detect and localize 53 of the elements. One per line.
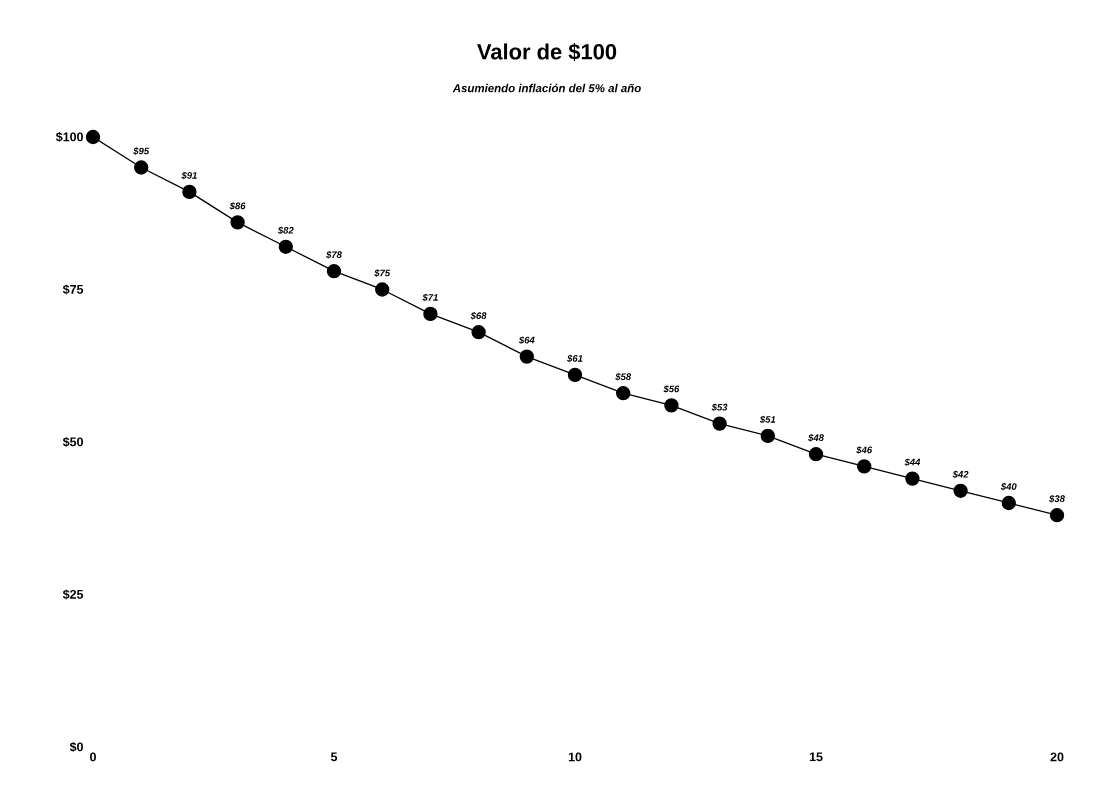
point xyxy=(423,306,438,322)
data-label: $86 xyxy=(229,202,246,210)
data-label: $95 xyxy=(133,147,150,155)
chart-subtitle: Asumiendo inflación del 5% al año xyxy=(452,83,641,93)
point xyxy=(182,184,197,200)
data-label: $91 xyxy=(181,171,197,180)
chart-title: Valor de $100 xyxy=(477,43,617,61)
data-label: $51 xyxy=(759,415,776,424)
point xyxy=(85,129,101,145)
data-label: $78 xyxy=(326,250,342,259)
point xyxy=(471,325,486,340)
data-label: $71 xyxy=(422,293,438,302)
point xyxy=(808,447,824,462)
y-tick-label: $50 xyxy=(62,436,83,448)
point xyxy=(664,398,679,413)
point xyxy=(134,160,149,175)
x-tick-label: 10 xyxy=(568,752,582,762)
point xyxy=(905,471,920,486)
point xyxy=(230,215,245,230)
y-tick-label: $25 xyxy=(62,589,84,600)
data-label: $46 xyxy=(856,446,873,454)
point xyxy=(519,349,534,364)
point xyxy=(326,264,342,279)
y-tick-label: $75 xyxy=(62,284,84,295)
data-label: $82 xyxy=(277,226,294,235)
data-label: $61 xyxy=(567,354,583,363)
data-label: $42 xyxy=(952,470,969,479)
y-tick-label: $100 xyxy=(55,131,83,143)
point xyxy=(616,386,631,401)
point xyxy=(1049,508,1065,523)
point xyxy=(375,282,390,297)
point xyxy=(953,483,968,498)
point xyxy=(760,428,775,444)
x-tick-label: 20 xyxy=(1050,752,1064,762)
point xyxy=(1001,495,1016,511)
point xyxy=(712,416,727,431)
data-label: $44 xyxy=(904,458,921,467)
data-label: $38 xyxy=(1049,494,1065,503)
data-label: $68 xyxy=(470,311,487,320)
data-label: $48 xyxy=(808,433,824,442)
data-label: $75 xyxy=(374,269,391,277)
data-label: $58 xyxy=(615,372,632,381)
x-tick-label: 15 xyxy=(809,752,823,762)
x-tick-label: 0 xyxy=(90,752,96,762)
data-label: $64 xyxy=(518,336,535,345)
data-label: $40 xyxy=(1000,482,1017,491)
point xyxy=(567,367,583,383)
data-label: $56 xyxy=(663,385,680,393)
data-label: $53 xyxy=(711,403,728,412)
point xyxy=(278,239,293,254)
point xyxy=(857,459,872,474)
x-tick-label: 5 xyxy=(330,752,338,762)
y-tick-label: $0 xyxy=(69,741,83,753)
